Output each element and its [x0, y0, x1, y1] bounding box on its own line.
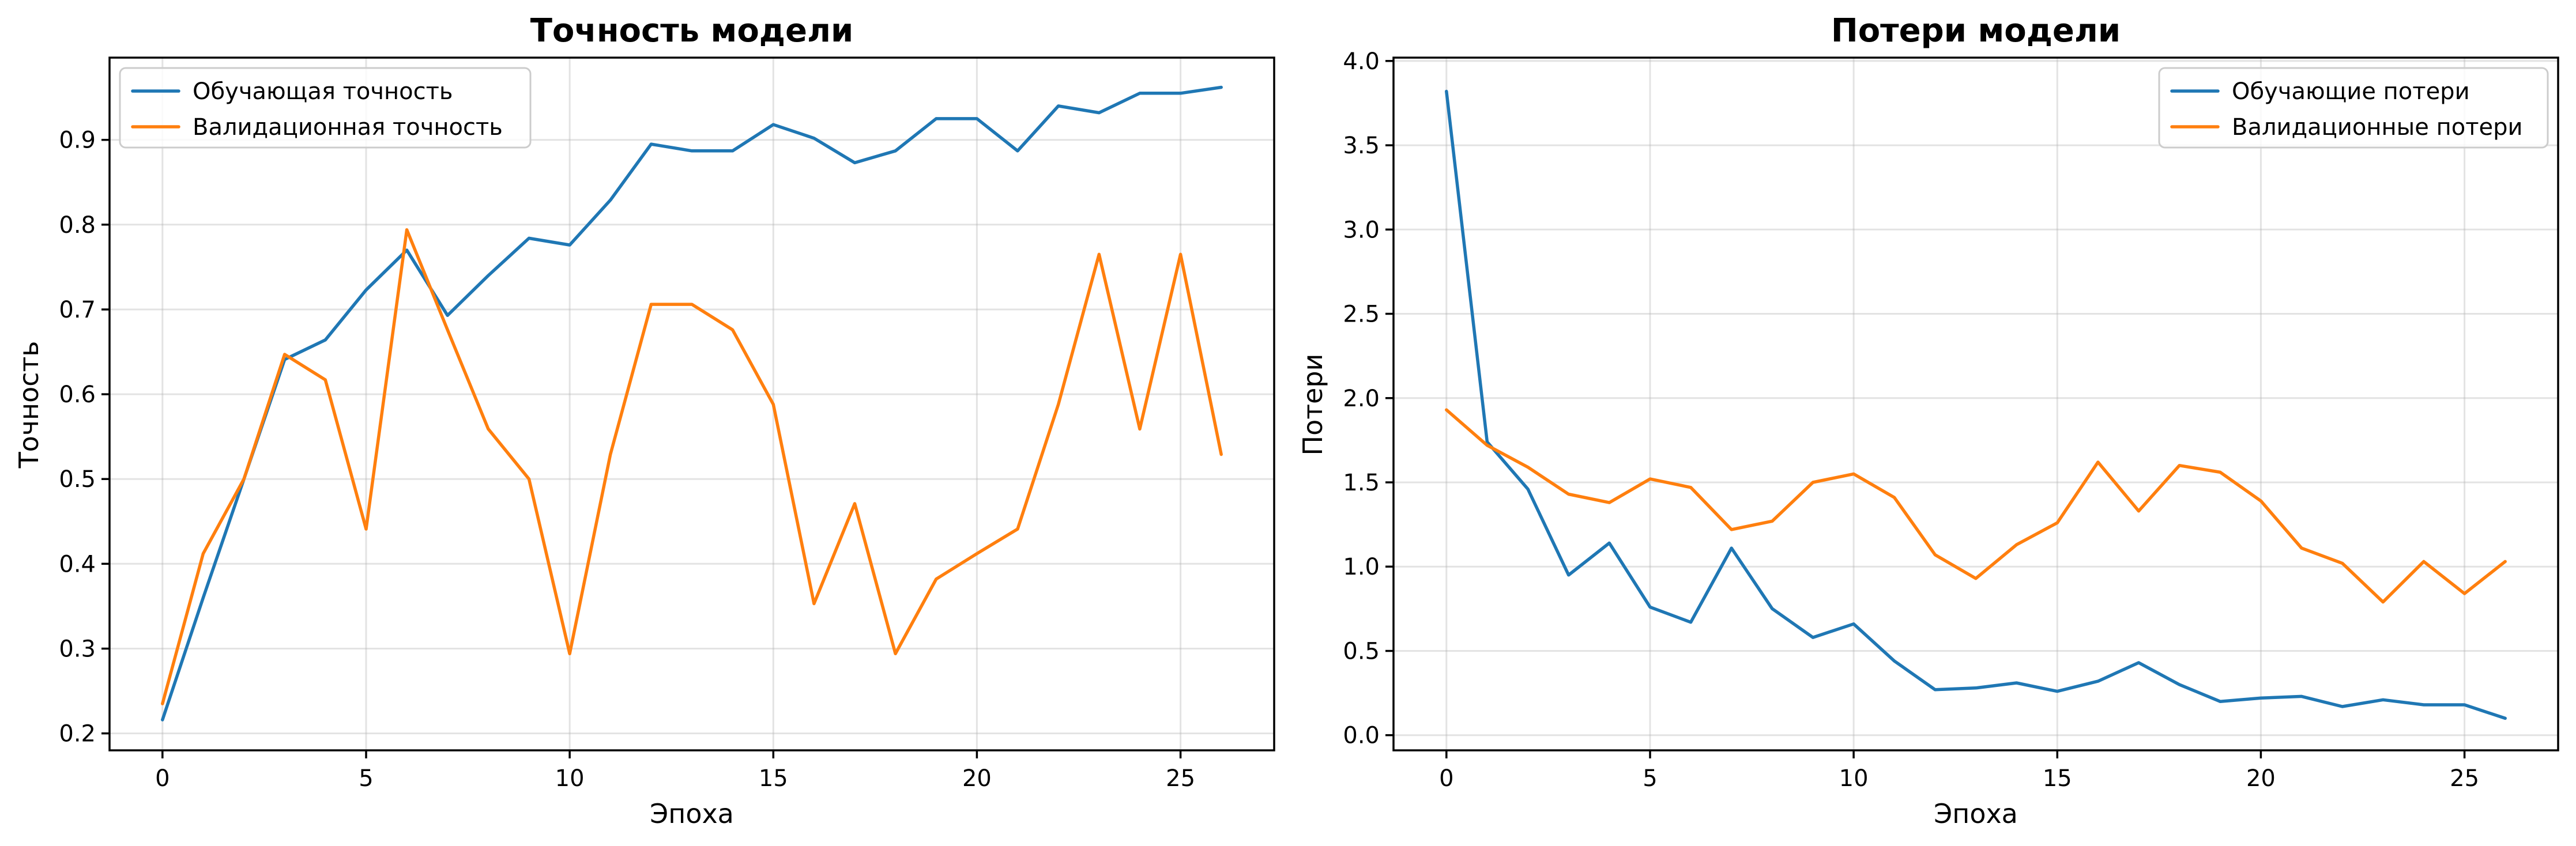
loss-x-tick-label: 5	[1643, 765, 1657, 792]
loss-y-tick-label: 3.0	[1343, 217, 1380, 243]
accuracy-x-axis-label: Эпоха	[650, 798, 734, 829]
accuracy-y-tick-label: 0.7	[59, 297, 96, 323]
loss-y-tick-label: 0.0	[1343, 723, 1380, 749]
accuracy-y-tick-label: 0.2	[59, 721, 96, 747]
loss-legend-label: Обучающие потери	[2232, 78, 2470, 105]
accuracy-x-tick-label: 10	[555, 765, 585, 792]
accuracy-x-tick-label: 25	[1166, 765, 1195, 792]
loss-legend-label: Валидационные потери	[2232, 114, 2523, 141]
loss-y-tick-label: 0.5	[1343, 639, 1380, 665]
loss-y-tick-label: 1.5	[1343, 470, 1380, 496]
loss-x-tick-label: 0	[1439, 765, 1453, 792]
accuracy-chart: Точность модели Эпоха Точность 0 5 10 15 20 2…	[13, 12, 1275, 829]
accuracy-y-tick-label: 0.6	[59, 382, 96, 408]
loss-y-tick-label: 2.5	[1343, 301, 1380, 328]
loss-x-tick-label: 25	[2450, 765, 2479, 792]
accuracy-x-tick-label: 0	[155, 765, 170, 792]
loss-y-tick-label: 3.5	[1343, 133, 1380, 159]
accuracy-chart-title: Точность модели	[530, 12, 854, 50]
loss-x-tick-label: 10	[1839, 765, 1869, 792]
accuracy-y-tick-label: 0.8	[59, 212, 96, 239]
accuracy-legend-label: Обучающая точность	[193, 78, 453, 105]
accuracy-x-tick-label: 5	[359, 765, 373, 792]
accuracy-series-line-validation	[161, 228, 1223, 705]
accuracy-y-tick-label: 0.9	[59, 127, 96, 154]
loss-series-line-train	[1445, 89, 2507, 720]
loss-y-axis-label: Потери	[1297, 354, 1328, 456]
loss-legend-box	[2158, 67, 2549, 149]
loss-chart: Потери модели Эпоха Потери 0 5 10 15 20 25 0.0…	[1297, 12, 2559, 829]
loss-x-axis-label: Эпоха	[1934, 798, 2018, 829]
accuracy-series-line-train	[161, 85, 1223, 722]
accuracy-x-tick-label: 20	[962, 765, 992, 792]
accuracy-y-axis-label: Точность	[13, 341, 44, 469]
loss-series-line-validation	[1445, 408, 2507, 604]
accuracy-y-tick-label: 0.5	[59, 466, 96, 493]
loss-x-tick-label: 20	[2246, 765, 2276, 792]
loss-plot-frame	[1392, 56, 2559, 751]
loss-y-tick-label: 1.0	[1343, 554, 1380, 580]
accuracy-legend-box	[119, 67, 532, 149]
loss-chart-title: Потери модели	[1831, 12, 2121, 50]
accuracy-legend-label: Валидационная точность	[193, 114, 503, 141]
accuracy-plot-frame	[108, 56, 1275, 751]
accuracy-y-tick-label: 0.3	[59, 636, 96, 663]
loss-y-tick-label: 4.0	[1343, 48, 1380, 75]
accuracy-x-tick-label: 15	[759, 765, 788, 792]
loss-y-tick-label: 2.0	[1343, 386, 1380, 412]
loss-x-tick-label: 15	[2043, 765, 2072, 792]
accuracy-y-tick-label: 0.4	[59, 551, 96, 577]
